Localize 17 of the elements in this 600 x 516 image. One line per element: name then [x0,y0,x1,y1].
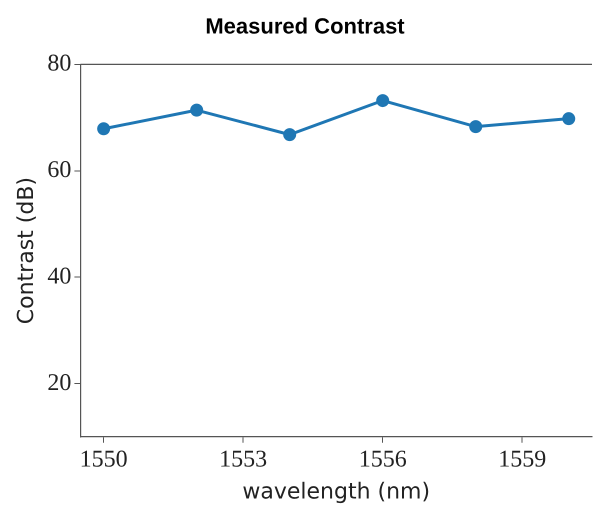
x-tick-label: 1559 [498,446,546,472]
x-axis-title: wavelength (nm) [242,480,430,505]
y-tick-label: 80 [47,50,72,77]
point [376,94,390,108]
point [283,128,296,142]
y-tick-label: 40 [47,263,72,290]
y-tick-label: 60 [47,157,72,184]
chart-title: Measured Contrast [205,13,406,38]
point [190,104,204,117]
y-tick-label: 20 [47,370,72,396]
x-tick-label: 1550 [80,446,128,472]
x-tick-label: 1556 [358,446,407,472]
x-tick-label: 1553 [219,446,268,472]
point [469,120,482,134]
point [562,112,576,126]
point [97,122,110,136]
y-axis-title: Contrast (dB) [14,176,39,324]
